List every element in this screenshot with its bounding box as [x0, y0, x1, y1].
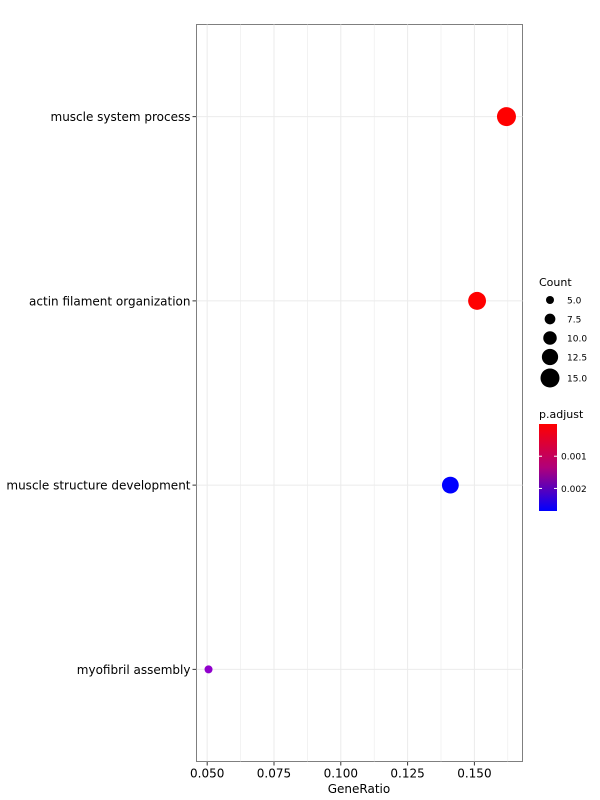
count-legend-label: 10.0 — [567, 335, 587, 345]
count-legend-label: 12.5 — [567, 354, 587, 364]
plot-panel — [196, 24, 523, 762]
y-tick-label: muscle structure development — [6, 479, 190, 493]
count-legend-label: 7.5 — [567, 316, 581, 326]
y-tick-label: actin filament organization — [29, 294, 190, 308]
x-tick-label: 0.075 — [257, 767, 291, 781]
data-point — [441, 476, 459, 494]
x-tick-label: 0.150 — [457, 767, 491, 781]
x-tick-label: 0.125 — [390, 767, 424, 781]
x-axis-ticks: 0.050 0.075 0.100 0.125 0.150 — [190, 761, 492, 781]
data-point — [468, 291, 487, 310]
y-tick-label: myofibril assembly — [77, 663, 191, 677]
count-legend-title: Count — [539, 276, 572, 289]
data-point — [204, 665, 213, 674]
count-legend-key — [541, 348, 559, 366]
count-legend-key — [544, 313, 556, 325]
y-tick-label: muscle system process — [51, 110, 191, 124]
data-points — [204, 107, 516, 674]
padjust-tick-label: 0.001 — [561, 453, 587, 463]
x-axis-title: GeneRatio — [328, 782, 390, 796]
padjust-legend-title: p.adjust — [539, 408, 584, 421]
x-tick-label: 0.050 — [190, 767, 224, 781]
count-legend-label: 5.0 — [567, 297, 582, 307]
grid-lines — [196, 24, 523, 762]
data-point — [496, 107, 516, 127]
padjust-colorbar — [539, 424, 557, 511]
y-axis-labels: muscle system process actin filament orga… — [6, 110, 197, 677]
count-legend-key — [540, 368, 560, 388]
count-legend-label: 15.0 — [567, 375, 587, 385]
count-legend-key — [546, 296, 554, 304]
count-legend: Count 5.0 7.5 10.0 12.5 15.0 — [539, 276, 587, 388]
x-tick-label: 0.100 — [324, 767, 358, 781]
padjust-tick-label: 0.002 — [561, 485, 587, 495]
padjust-legend: p.adjust 0.001 0.002 — [539, 408, 587, 511]
count-legend-key — [543, 331, 557, 345]
